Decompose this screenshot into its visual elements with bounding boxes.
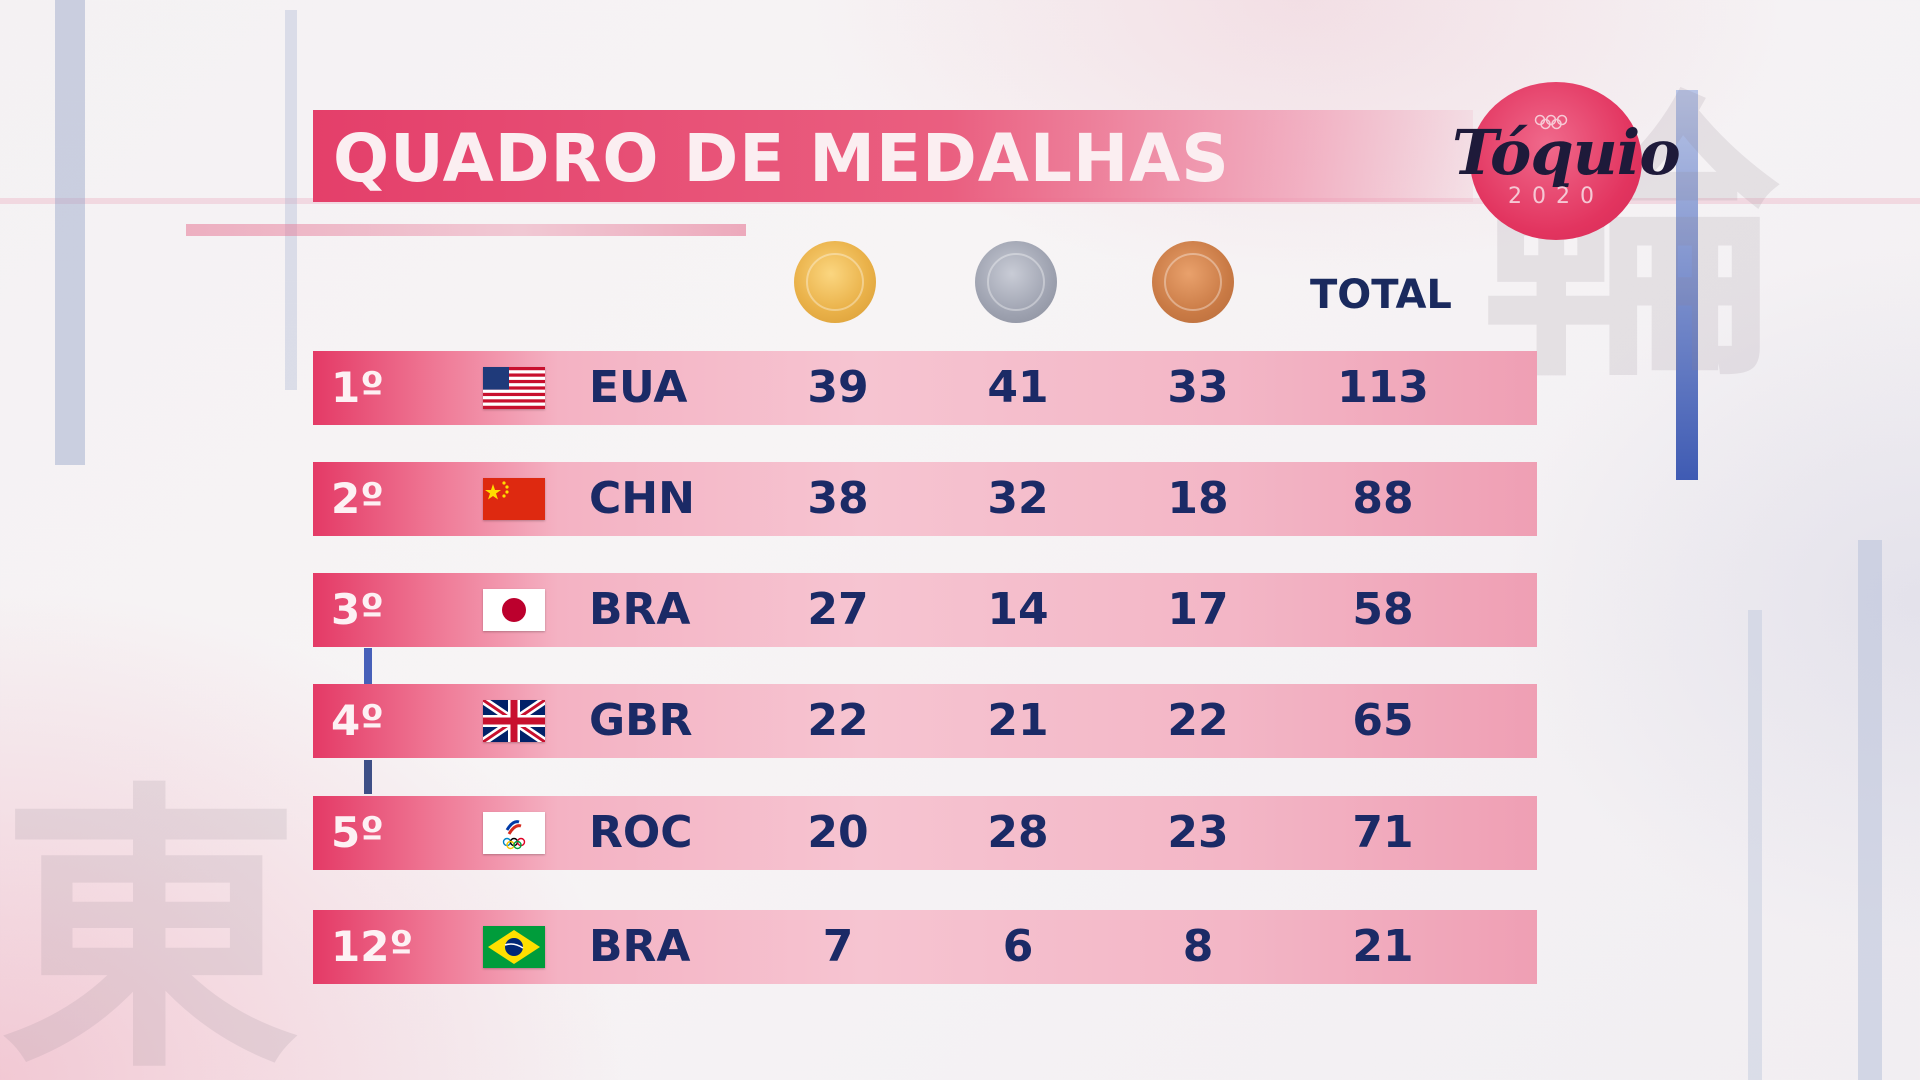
total-count: 58 [1352, 584, 1414, 635]
bronze-medal-icon [1152, 241, 1234, 323]
silver-count: 21 [987, 695, 1049, 746]
country-code: BRA [589, 921, 691, 972]
decorative-bar [1858, 540, 1882, 1080]
silver-medal-icon [975, 241, 1057, 323]
table-row: 2º CHN 38 32 18 88 [313, 462, 1537, 536]
decorative-line [186, 224, 746, 236]
bronze-count: 22 [1167, 695, 1229, 746]
decorative-bar [364, 648, 372, 684]
total-count: 88 [1352, 473, 1414, 524]
silver-count: 28 [987, 807, 1049, 858]
gold-count: 39 [807, 362, 869, 413]
uk-flag-icon [483, 700, 545, 742]
bronze-count: 33 [1167, 362, 1229, 413]
page-title: QUADRO DE MEDALHAS [333, 120, 1230, 197]
table-row: 1º EUA 39 41 33 113 [313, 351, 1537, 425]
rank-label: 3º [331, 585, 384, 634]
table-row: 3º BRA 27 14 17 58 [313, 573, 1537, 647]
decorative-bar [364, 760, 372, 794]
gold-count: 38 [807, 473, 869, 524]
logo-year: 2020 [1508, 184, 1604, 209]
total-count: 65 [1352, 695, 1414, 746]
gold-count: 7 [822, 921, 854, 972]
bronze-count: 8 [1182, 921, 1214, 972]
country-code: ROC [589, 807, 693, 858]
silver-count: 6 [1002, 921, 1034, 972]
total-column-header: TOTAL [1310, 272, 1452, 318]
rank-label: 4º [331, 696, 384, 745]
decorative-bar [1748, 610, 1762, 1080]
rank-label: 1º [331, 363, 384, 412]
bronze-count: 17 [1167, 584, 1229, 635]
decorative-bar [55, 0, 85, 465]
olympic-rings-icon [1534, 114, 1568, 130]
total-count: 71 [1352, 807, 1414, 858]
japan-flag-icon [483, 589, 545, 631]
rank-label: 12º [331, 922, 414, 971]
silver-count: 32 [987, 473, 1049, 524]
decorative-bar [285, 10, 297, 390]
brazil-flag-icon [483, 926, 545, 968]
country-code: EUA [589, 362, 688, 413]
rank-label: 2º [331, 474, 384, 523]
gold-count: 20 [807, 807, 869, 858]
rank-label: 5º [331, 808, 384, 857]
gold-count: 22 [807, 695, 869, 746]
bronze-count: 23 [1167, 807, 1229, 858]
usa-flag-icon [483, 367, 545, 409]
silver-count: 14 [987, 584, 1049, 635]
gold-count: 27 [807, 584, 869, 635]
bronze-count: 18 [1167, 473, 1229, 524]
total-count: 21 [1352, 921, 1414, 972]
country-code: GBR [589, 695, 693, 746]
table-row: 12º BRA 7 6 8 21 [313, 910, 1537, 984]
tokyo-2020-logo [1470, 82, 1642, 240]
title-banner [313, 110, 1473, 202]
roc-flag-icon [483, 812, 545, 854]
country-code: CHN [589, 473, 695, 524]
country-code: BRA [589, 584, 691, 635]
silver-count: 41 [987, 362, 1049, 413]
logo-wordmark: Tóquio [1452, 116, 1681, 189]
table-row: 5º ROC 20 28 23 71 [313, 796, 1537, 870]
background-calligraphy: 東 [0, 755, 300, 1080]
total-count: 113 [1337, 362, 1429, 413]
china-flag-icon [483, 478, 545, 520]
gold-medal-icon [794, 241, 876, 323]
table-row: 4º GBR 22 21 22 65 [313, 684, 1537, 758]
